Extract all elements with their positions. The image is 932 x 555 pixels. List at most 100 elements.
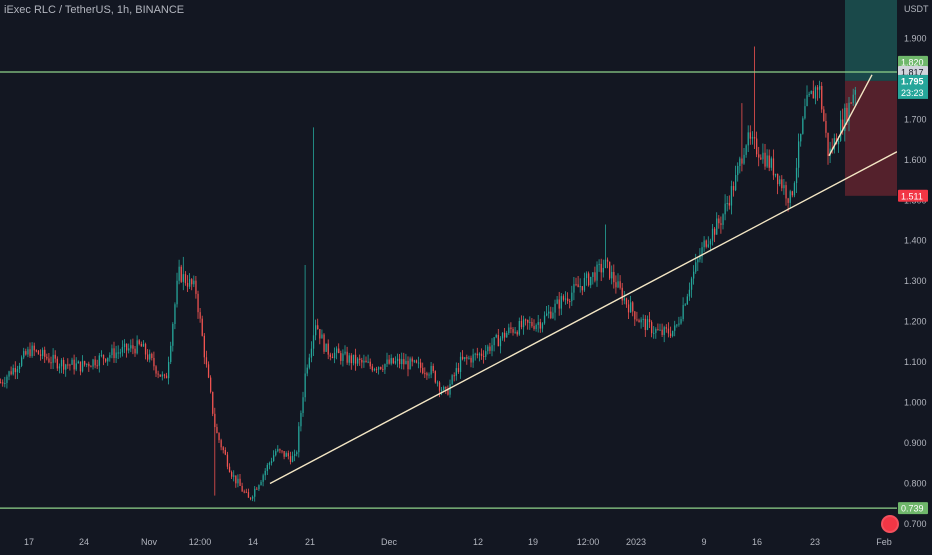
candle-body	[60, 360, 63, 367]
candle-body	[281, 450, 283, 452]
candle-body	[323, 334, 325, 352]
candle-body	[8, 371, 10, 377]
candle-body	[522, 319, 525, 328]
candle-body	[134, 348, 136, 354]
candle-body	[798, 141, 800, 168]
candle-body	[302, 397, 304, 413]
candle-body	[640, 319, 642, 323]
candle-body	[256, 488, 258, 490]
candle-body	[462, 356, 464, 360]
candle-body	[804, 106, 806, 119]
candle-body	[369, 361, 371, 367]
candle-body	[636, 319, 638, 321]
y-tick-label: 1.200	[904, 317, 927, 327]
candle-body	[749, 132, 751, 139]
candle-body	[558, 299, 560, 309]
candle-body	[18, 365, 21, 370]
candle-body	[756, 138, 758, 155]
candle-body	[735, 175, 737, 191]
candle-body	[128, 348, 130, 351]
candle-body	[758, 154, 760, 158]
candle-body	[54, 354, 56, 359]
candle-body	[787, 198, 789, 203]
candle-body	[359, 358, 361, 360]
candle-body	[193, 280, 195, 285]
x-tick-label: 9	[701, 537, 706, 547]
candle-body	[67, 364, 69, 366]
tradingview-logo-icon[interactable]	[881, 515, 899, 533]
candle-body	[690, 278, 693, 290]
candle-body	[268, 463, 271, 465]
candle-body	[214, 413, 216, 428]
candle-body	[52, 354, 54, 363]
candle-body	[642, 318, 644, 320]
candle-body	[279, 449, 281, 451]
candle-body	[426, 373, 428, 376]
candle-body	[697, 259, 699, 263]
candle-body	[625, 298, 628, 305]
candle-body	[726, 203, 728, 205]
candle-body	[308, 357, 310, 368]
candle-body	[665, 327, 667, 329]
candle-body	[844, 107, 846, 131]
candle-body	[315, 325, 317, 336]
axis-unit-label: USDT	[904, 4, 929, 14]
candle-body	[598, 263, 600, 265]
trendline-2	[828, 74, 873, 157]
candle-body	[770, 158, 772, 168]
candle-body	[747, 132, 749, 146]
candle-body	[386, 359, 388, 365]
candle-body	[409, 358, 411, 370]
candle-body	[821, 85, 823, 110]
candle-body	[157, 373, 159, 375]
candle-body	[136, 340, 138, 354]
candle-body	[648, 319, 651, 323]
candle-body	[12, 367, 14, 375]
candle-body	[365, 360, 367, 363]
candle-body	[294, 454, 296, 456]
target-price-badge-bg	[898, 55, 928, 68]
x-tick-label: Feb	[876, 537, 892, 547]
candle-body	[793, 183, 796, 196]
candle-body	[249, 497, 252, 499]
candle-body	[436, 382, 439, 384]
candle-body	[753, 136, 756, 139]
candle-body	[588, 273, 590, 286]
x-tick-label: Nov	[141, 537, 158, 547]
candle-body	[186, 282, 189, 287]
candle-body	[772, 158, 775, 176]
candle-body	[453, 375, 455, 377]
candle-body	[464, 357, 466, 360]
candle-body	[396, 358, 399, 362]
x-tick-label: 23	[810, 537, 820, 547]
candle-body	[472, 354, 474, 363]
candle-body	[273, 455, 275, 462]
candle-body	[699, 256, 701, 260]
candle-body	[655, 329, 657, 333]
candle-body	[37, 350, 40, 355]
candle-body	[483, 355, 485, 357]
candle-body	[638, 320, 640, 323]
candle-body	[840, 119, 842, 141]
candle-body	[720, 223, 722, 225]
candle-body	[403, 359, 405, 365]
candle-body	[420, 362, 422, 368]
candle-body	[203, 335, 205, 358]
x-tick-label: 24	[79, 537, 89, 547]
candle-body	[31, 345, 33, 357]
candle-body	[262, 475, 264, 482]
candle-body	[623, 298, 625, 301]
candle-body	[317, 325, 319, 330]
candle-body	[718, 218, 720, 224]
candle-body	[739, 158, 741, 166]
y-tick-label: 1.900	[904, 33, 927, 43]
candle-body	[449, 383, 451, 395]
candle-body	[632, 302, 634, 312]
candle-body	[235, 475, 237, 484]
candle-body	[407, 360, 409, 370]
candle-body	[23, 351, 25, 358]
candle-body	[777, 173, 779, 185]
candle-body	[184, 274, 187, 283]
